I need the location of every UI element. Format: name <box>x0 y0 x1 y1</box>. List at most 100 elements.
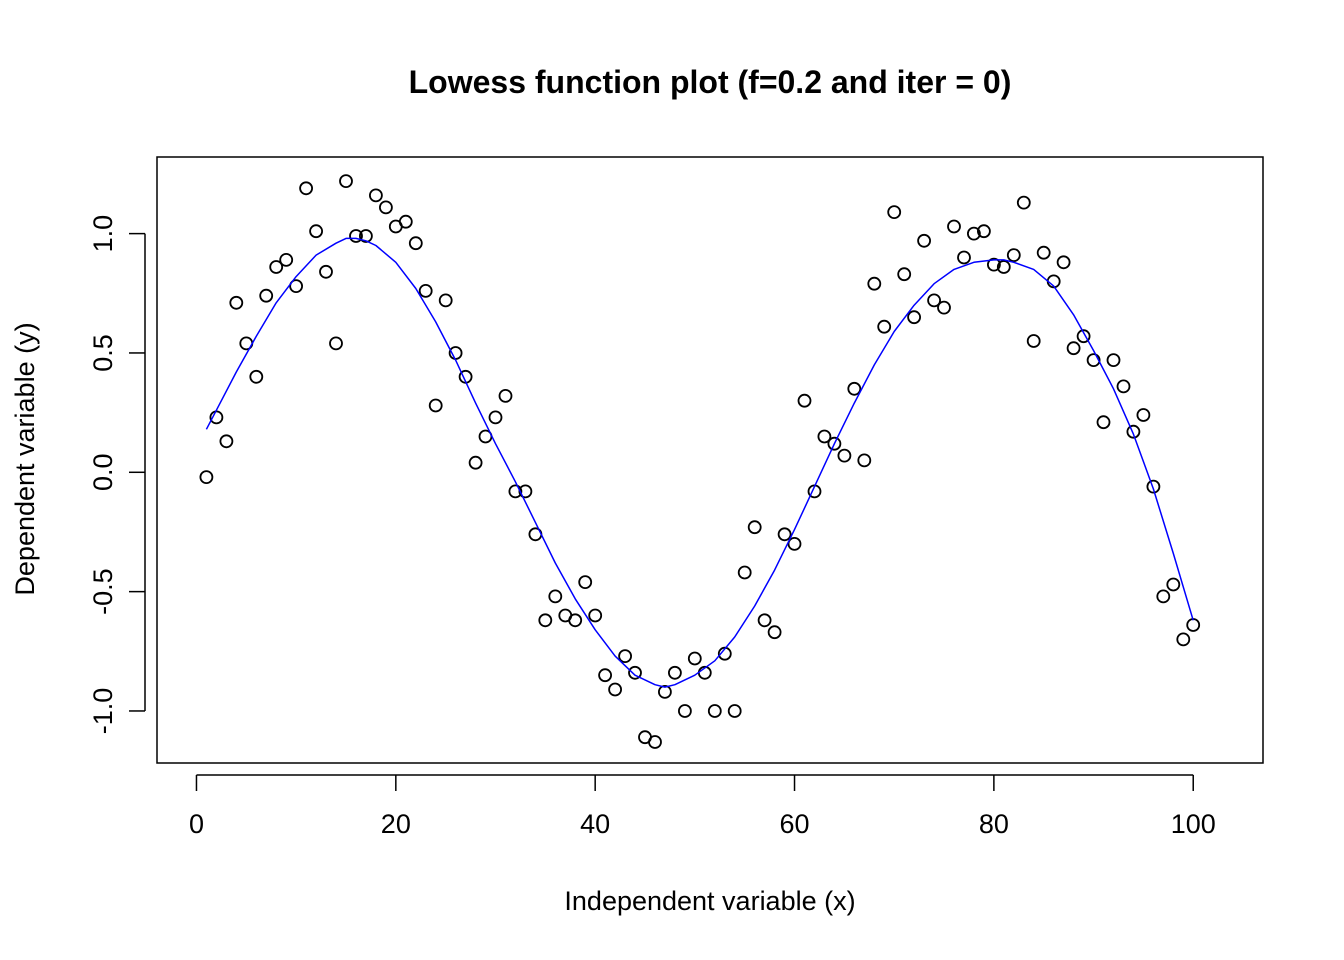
data-point <box>917 233 931 248</box>
data-point <box>757 613 772 628</box>
data-point <box>1106 353 1121 368</box>
data-point <box>1156 589 1171 604</box>
data-point <box>837 448 852 463</box>
data-point <box>538 613 553 628</box>
data-point <box>927 293 941 308</box>
y-tick-label: -1.0 <box>88 688 118 735</box>
data-point <box>767 625 782 640</box>
data-point <box>947 219 961 234</box>
data-point <box>279 252 294 267</box>
data-point <box>1146 479 1161 494</box>
y-tick-label: 0.5 <box>88 334 118 372</box>
data-point <box>588 608 603 623</box>
data-point <box>319 264 333 279</box>
data-point <box>1016 195 1031 210</box>
data-point <box>907 310 921 325</box>
data-point <box>219 434 234 449</box>
data-point <box>1026 334 1041 348</box>
data-point <box>1056 255 1071 270</box>
data-point <box>498 388 513 403</box>
data-point <box>578 575 593 589</box>
chart-title: Lowess function plot (f=0.2 and iter = 0… <box>409 64 1012 100</box>
x-tick-label: 80 <box>979 809 1009 839</box>
data-point <box>897 267 912 282</box>
data-point <box>707 704 722 718</box>
x-tick-label: 0 <box>189 809 204 839</box>
data-point <box>857 453 872 468</box>
data-point <box>289 279 304 294</box>
data-point <box>418 283 433 298</box>
data-point <box>1116 379 1131 394</box>
data-point <box>658 685 672 699</box>
data-point <box>1126 424 1141 439</box>
data-point <box>608 682 622 697</box>
data-point <box>817 429 832 444</box>
data-point <box>797 393 812 408</box>
data-point <box>249 369 264 384</box>
data-point <box>618 649 632 663</box>
data-point <box>1076 329 1091 344</box>
data-point <box>1086 353 1101 368</box>
y-tick-label: 0.0 <box>88 454 118 492</box>
data-point <box>339 174 353 189</box>
plot-layer: 0 20 40 60 80 100 -1.0 -0.5 0.0 0.5 1.0 <box>88 156 1264 839</box>
data-point <box>628 665 642 680</box>
data-point <box>269 260 284 274</box>
data-point <box>648 735 662 749</box>
x-axis-label: Independent variable (x) <box>564 886 855 916</box>
data-point <box>1166 577 1181 592</box>
x-tick-label: 60 <box>780 809 810 839</box>
data-point <box>428 398 443 413</box>
x-tick-label: 20 <box>381 809 411 839</box>
data-point <box>568 613 583 628</box>
data-point <box>368 188 383 203</box>
data-point <box>687 651 702 666</box>
data-point <box>299 181 314 196</box>
data-point <box>1096 415 1111 430</box>
data-point <box>987 257 1001 272</box>
data-point <box>598 668 612 683</box>
data-point <box>1006 248 1021 263</box>
data-point <box>977 224 991 239</box>
data-point <box>229 295 244 310</box>
data-point <box>309 224 324 239</box>
data-point <box>777 527 792 542</box>
y-tick-label: -0.5 <box>88 568 118 615</box>
data-point <box>438 293 453 308</box>
data-point <box>887 205 902 220</box>
x-tick-label: 40 <box>580 809 610 839</box>
data-point <box>199 470 214 485</box>
lowess-smooth-line <box>205 237 1194 688</box>
data-point <box>548 589 563 604</box>
data-point <box>937 300 951 315</box>
data-point <box>747 520 762 535</box>
y-tick-label: 1.0 <box>88 215 118 253</box>
data-point <box>1066 341 1081 356</box>
data-point <box>727 704 742 718</box>
data-point <box>737 565 752 580</box>
data-point <box>827 436 842 451</box>
plot-frame <box>156 156 1264 764</box>
data-point <box>996 260 1011 274</box>
data-point <box>678 704 692 718</box>
x-tick-label: 100 <box>1171 809 1216 839</box>
data-point <box>787 537 802 551</box>
data-point <box>957 250 971 265</box>
data-point <box>508 484 523 499</box>
y-axis-label: Dependent variable (y) <box>10 322 40 595</box>
data-point <box>1136 408 1151 422</box>
data-point <box>967 226 981 241</box>
data-point <box>358 229 373 243</box>
data-point <box>1036 245 1051 260</box>
data-point <box>668 665 682 680</box>
data-point <box>847 381 862 396</box>
data-point <box>329 336 343 351</box>
data-point <box>259 288 274 303</box>
data-point <box>349 229 363 243</box>
data-point <box>867 276 882 291</box>
data-point <box>1176 632 1191 647</box>
data-point <box>488 410 503 425</box>
data-point <box>468 455 483 470</box>
